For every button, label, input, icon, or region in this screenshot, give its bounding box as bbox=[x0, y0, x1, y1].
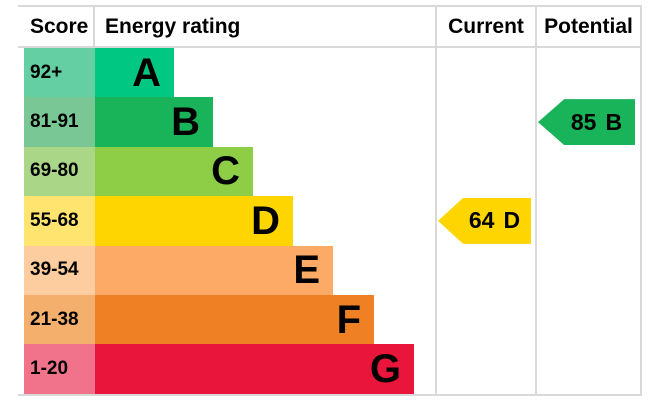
rating-cell-e: E bbox=[95, 245, 435, 295]
score-range-label-e: 39-54 bbox=[30, 259, 79, 281]
band-row-c: 69-80 C bbox=[18, 146, 642, 197]
rating-cell-c: C bbox=[95, 146, 435, 197]
current-score: 64 bbox=[468, 207, 495, 234]
band-bar-a: A bbox=[95, 48, 174, 98]
band-row-b: 81-91 B 85 B bbox=[18, 97, 642, 147]
potential-rating-arrow: 85 B bbox=[538, 99, 635, 146]
header-potential: Potential bbox=[535, 7, 642, 46]
score-range-d: 55-68 bbox=[24, 196, 95, 246]
score-range-label-c: 69-80 bbox=[30, 160, 79, 182]
score-range-label-g: 1-20 bbox=[30, 358, 69, 380]
score-range-g: 1-20 bbox=[24, 344, 95, 394]
band-row-a: 92+ A bbox=[18, 48, 642, 98]
band-row-e: 39-54 E bbox=[18, 245, 642, 295]
current-rating-arrow: 64 D bbox=[438, 197, 531, 244]
score-range-f: 21-38 bbox=[24, 294, 95, 345]
potential-cell-c bbox=[535, 146, 642, 197]
potential-score: 85 bbox=[570, 108, 597, 135]
band-letter-b: B bbox=[171, 100, 200, 145]
potential-band-letter: B bbox=[605, 108, 623, 135]
potential-cell-d bbox=[535, 196, 642, 246]
rating-cell-a: A bbox=[95, 48, 435, 98]
band-row-d: 55-68 D 64 D bbox=[18, 196, 642, 246]
header-current: Current bbox=[435, 7, 535, 46]
current-cell-g bbox=[435, 344, 535, 394]
score-range-label-b: 81-91 bbox=[30, 111, 79, 133]
score-range-a: 92+ bbox=[24, 48, 95, 98]
potential-cell-a bbox=[535, 48, 642, 98]
score-range-e: 39-54 bbox=[24, 245, 95, 295]
band-row-g: 1-20 G bbox=[18, 344, 642, 394]
header-energy-rating: Energy rating bbox=[105, 14, 241, 38]
current-cell-d: 64 D bbox=[435, 196, 535, 246]
band-letter-d: D bbox=[251, 198, 280, 243]
band-row-f: 21-38 F bbox=[18, 294, 642, 345]
band-bar-d: D bbox=[95, 196, 293, 246]
potential-cell-e bbox=[535, 245, 642, 295]
current-cell-b bbox=[435, 97, 535, 147]
potential-cell-b: 85 B bbox=[535, 97, 642, 147]
band-letter-e: E bbox=[293, 248, 320, 293]
band-bar-f: F bbox=[95, 294, 374, 345]
score-range-label-a: 92+ bbox=[30, 61, 63, 83]
score-range-label-d: 55-68 bbox=[30, 209, 79, 231]
rating-cell-b: B bbox=[95, 97, 435, 147]
current-cell-e bbox=[435, 245, 535, 295]
band-bar-e: E bbox=[95, 245, 333, 295]
band-letter-c: C bbox=[211, 149, 240, 194]
header-score: Score bbox=[18, 7, 95, 46]
table-header: Score Energy rating Current Potential bbox=[18, 7, 642, 48]
rating-cell-d: D bbox=[95, 196, 435, 246]
current-cell-c bbox=[435, 146, 535, 197]
epc-energy-rating-chart: Score Energy rating Current Potential 92… bbox=[18, 5, 642, 396]
score-range-b: 81-91 bbox=[24, 97, 95, 147]
potential-cell-f bbox=[535, 294, 642, 345]
current-cell-f bbox=[435, 294, 535, 345]
band-letter-f: F bbox=[336, 297, 361, 342]
current-cell-a bbox=[435, 48, 535, 98]
score-range-c: 69-80 bbox=[24, 146, 95, 197]
band-letter-g: G bbox=[369, 347, 401, 392]
band-bar-c: C bbox=[95, 146, 253, 197]
score-range-label-f: 21-38 bbox=[30, 308, 79, 330]
band-letter-a: A bbox=[132, 50, 161, 95]
current-band-letter: D bbox=[503, 207, 521, 234]
band-bar-b: B bbox=[95, 97, 213, 147]
rating-cell-g: G bbox=[95, 344, 435, 394]
band-bar-g: G bbox=[95, 344, 414, 394]
rating-cell-f: F bbox=[95, 294, 435, 345]
potential-cell-g bbox=[535, 344, 642, 394]
